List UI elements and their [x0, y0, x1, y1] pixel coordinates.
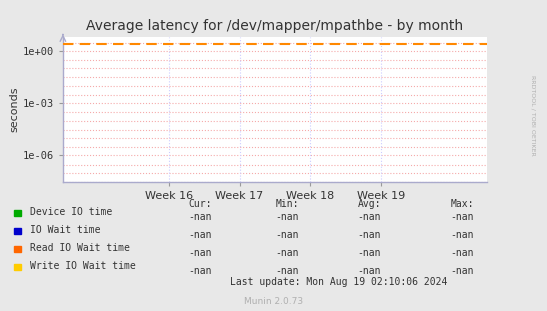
Text: Write IO Wait time: Write IO Wait time: [30, 261, 136, 271]
Text: -nan: -nan: [451, 266, 474, 276]
Text: -nan: -nan: [358, 266, 381, 276]
Text: Cur:: Cur:: [188, 199, 211, 209]
Text: RRDTOOL / TOBI OETIKER: RRDTOOL / TOBI OETIKER: [531, 75, 536, 156]
Text: -nan: -nan: [188, 266, 211, 276]
Text: Max:: Max:: [451, 199, 474, 209]
Text: -nan: -nan: [451, 230, 474, 240]
Text: Read IO Wait time: Read IO Wait time: [30, 243, 130, 253]
Text: -nan: -nan: [451, 248, 474, 258]
Text: Last update: Mon Aug 19 02:10:06 2024: Last update: Mon Aug 19 02:10:06 2024: [230, 277, 448, 287]
Text: -nan: -nan: [451, 212, 474, 222]
Y-axis label: seconds: seconds: [10, 87, 20, 132]
Text: -nan: -nan: [276, 248, 299, 258]
Text: -nan: -nan: [276, 230, 299, 240]
Text: -nan: -nan: [188, 248, 211, 258]
Text: Min:: Min:: [276, 199, 299, 209]
Text: Munin 2.0.73: Munin 2.0.73: [244, 297, 303, 306]
Text: -nan: -nan: [358, 212, 381, 222]
Text: -nan: -nan: [276, 266, 299, 276]
Text: Device IO time: Device IO time: [30, 207, 112, 217]
Text: -nan: -nan: [276, 212, 299, 222]
Text: -nan: -nan: [188, 230, 211, 240]
Title: Average latency for /dev/mapper/mpathbe - by month: Average latency for /dev/mapper/mpathbe …: [86, 19, 463, 33]
Text: -nan: -nan: [188, 212, 211, 222]
Text: -nan: -nan: [358, 248, 381, 258]
Text: -nan: -nan: [358, 230, 381, 240]
Text: IO Wait time: IO Wait time: [30, 225, 101, 235]
Text: Avg:: Avg:: [358, 199, 381, 209]
